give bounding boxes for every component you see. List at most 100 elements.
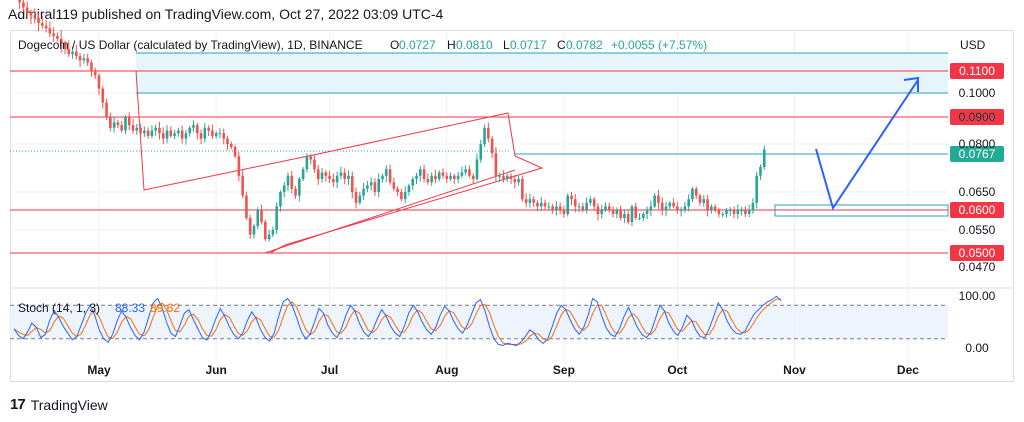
- candle-body: [230, 144, 233, 148]
- candle-body: [577, 206, 581, 208]
- x-tick-label: Sep: [553, 363, 575, 377]
- candle-body: [611, 210, 615, 214]
- candle-body: [335, 175, 339, 183]
- candle-body: [736, 210, 740, 214]
- candle-body: [320, 172, 324, 180]
- candle-body: [59, 38, 63, 44]
- candle-body: [668, 202, 672, 207]
- level-price-label: 0.1100: [959, 64, 995, 78]
- candle-body: [672, 202, 675, 207]
- candle-body: [279, 192, 282, 207]
- candle-body: [388, 169, 392, 183]
- candle-body: [479, 144, 483, 160]
- candle-body: [434, 175, 437, 180]
- candle-body: [755, 175, 759, 203]
- candle-body: [751, 202, 755, 210]
- ohlc-h-label: H: [447, 38, 456, 52]
- candle-body: [532, 199, 535, 203]
- candle-body: [721, 214, 724, 215]
- candle-body: [498, 175, 501, 177]
- candle-body: [562, 210, 566, 214]
- candle-body: [139, 127, 142, 134]
- candle-body: [732, 210, 736, 214]
- x-tick-label: Jul: [321, 363, 338, 377]
- candle-body: [97, 75, 101, 89]
- candle-body: [441, 172, 445, 176]
- candle-body: [623, 214, 626, 218]
- candle-body: [354, 192, 358, 203]
- candle-body: [453, 175, 456, 180]
- candle-body: [154, 127, 157, 131]
- candle-body: [524, 199, 528, 203]
- candle-body: [713, 206, 717, 210]
- y-tick-label: 0.0470: [959, 260, 996, 274]
- candle-body: [419, 169, 422, 176]
- candle-body: [638, 218, 641, 219]
- candle-body: [422, 169, 426, 180]
- candle-body: [694, 188, 698, 196]
- candle-body: [691, 188, 694, 200]
- resistance-zone: [136, 53, 948, 93]
- candle-body: [608, 206, 611, 210]
- candle-body: [698, 195, 702, 203]
- candle-body: [112, 122, 116, 128]
- candle-body: [67, 49, 71, 55]
- candle-body: [471, 175, 475, 180]
- x-tick-label: Dec: [897, 363, 919, 377]
- candle-body: [309, 156, 312, 160]
- ohlc-l-label: L: [503, 38, 510, 52]
- candle-body: [415, 175, 418, 180]
- candle-body: [328, 175, 331, 180]
- candle-body: [290, 175, 294, 189]
- candle-body: [505, 175, 509, 180]
- candle-body: [313, 159, 316, 170]
- candle-body: [392, 182, 396, 189]
- candle-body: [728, 210, 732, 211]
- candle-body: [211, 130, 214, 136]
- candle-body: [22, 2, 25, 8]
- candle-body: [740, 210, 743, 211]
- level-price-label: 0.0600: [959, 203, 996, 217]
- candle-body: [426, 179, 430, 183]
- candle-body: [468, 169, 471, 176]
- x-tick-label: Oct: [667, 363, 687, 377]
- candle-body: [294, 188, 297, 196]
- stoch-tick-label: 100.00: [959, 289, 996, 303]
- candle-body: [358, 195, 362, 203]
- candle-body: [430, 175, 433, 183]
- candle-body: [18, 0, 21, 3]
- y-tick-label: 0.1000: [959, 86, 996, 100]
- candle-body: [158, 127, 161, 134]
- candle-body: [657, 195, 660, 203]
- candle-body: [456, 175, 460, 180]
- candle-body: [683, 206, 687, 210]
- tradingview-brand[interactable]: 17 TradingView: [10, 396, 108, 413]
- candle-body: [127, 117, 131, 126]
- candle-body: [747, 210, 751, 214]
- candle-body: [589, 199, 592, 203]
- candle-body: [33, 15, 37, 18]
- candle-body: [600, 210, 604, 214]
- candle-body: [339, 172, 343, 176]
- stoch-legend: Stoch (14, 1, 3) 88.33 89.62: [18, 301, 180, 315]
- candle-body: [237, 156, 241, 176]
- x-tick-label: Nov: [783, 363, 806, 377]
- candle-body: [596, 206, 600, 214]
- candle-body: [679, 210, 683, 211]
- candle-body: [630, 206, 634, 222]
- candle-body: [555, 206, 558, 210]
- candle-body: [649, 206, 653, 210]
- candle-body: [63, 43, 67, 50]
- candle-body: [248, 218, 252, 235]
- candle-body: [305, 156, 309, 170]
- candle-body: [619, 210, 622, 218]
- candle-body: [37, 17, 40, 24]
- ohlc-l: 0.0717: [510, 38, 547, 52]
- current-price-tag: [950, 146, 1004, 162]
- candle-body: [298, 179, 301, 196]
- candle-body: [759, 166, 762, 176]
- candle-body: [25, 7, 29, 13]
- candle-body: [449, 175, 452, 180]
- candle-body: [71, 51, 74, 55]
